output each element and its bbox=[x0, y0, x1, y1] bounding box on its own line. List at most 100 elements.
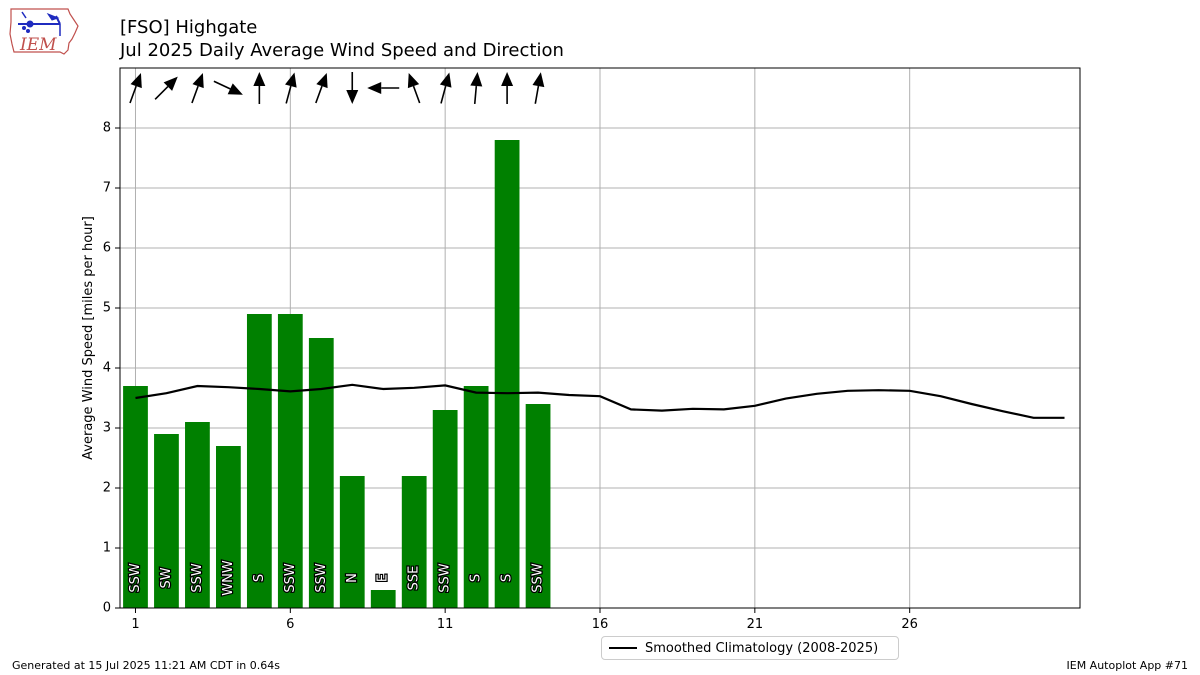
footer-generated-text: Generated at 15 Jul 2025 11:21 AM CDT in… bbox=[12, 659, 280, 672]
legend-label: Smoothed Climatology (2008-2025) bbox=[645, 640, 879, 656]
bar-day-4 bbox=[216, 446, 241, 608]
bar-day-6 bbox=[277, 314, 303, 608]
y-tick-label: 2 bbox=[103, 481, 111, 496]
wind-arrow-day-1 bbox=[129, 72, 142, 104]
direction-label-day-2: SW bbox=[159, 567, 174, 588]
iowa-outline bbox=[9, 8, 79, 55]
arrow-head bbox=[285, 72, 297, 88]
arrow-head bbox=[253, 72, 266, 86]
bar-day-2 bbox=[154, 434, 179, 608]
bar-day-5 bbox=[246, 314, 272, 608]
direction-label-day-3: SSW bbox=[190, 563, 205, 593]
arrow-head bbox=[501, 72, 514, 86]
direction-label-day-5: S bbox=[252, 574, 267, 582]
x-tick-label: 1 bbox=[131, 617, 139, 632]
y-axis-label: Average Wind Speed [miles per hour] bbox=[81, 216, 96, 460]
direction-label-day-14: SSW bbox=[531, 563, 546, 593]
wind-arrow-day-4 bbox=[213, 80, 243, 95]
logo-text: IEM bbox=[19, 35, 57, 55]
x-tick-label: 16 bbox=[592, 617, 609, 632]
wind-arrow-day-5 bbox=[253, 72, 266, 104]
x-tick-label: 6 bbox=[286, 617, 294, 632]
direction-label-day-8: N bbox=[345, 573, 360, 583]
arrow-head bbox=[532, 72, 545, 88]
bar-day-7 bbox=[308, 338, 334, 608]
direction-labels: SSW SW SSW WNW S SSW SSW N E SSE SSW S S SSW bbox=[127, 559, 547, 597]
arrow-shaft bbox=[440, 85, 447, 104]
direction-arrows bbox=[129, 72, 545, 105]
direction-label-day-7: SSW bbox=[314, 563, 329, 593]
wind-arrow-day-11 bbox=[439, 72, 452, 104]
y-tick-label: 1 bbox=[103, 541, 111, 556]
bar-day-13 bbox=[494, 140, 520, 608]
footer-app-label: IEM Autoplot App #71 bbox=[1066, 659, 1189, 672]
chart-title-station: [FSO] Highgate bbox=[120, 17, 258, 38]
arrow-shaft bbox=[154, 86, 169, 100]
x-tick-label: 26 bbox=[901, 617, 918, 632]
arrow-shaft bbox=[412, 85, 421, 104]
y-tick-label: 5 bbox=[103, 301, 111, 316]
bar-day-11 bbox=[432, 410, 458, 608]
direction-label-day-9: E bbox=[376, 574, 391, 582]
x-tick-label: 21 bbox=[747, 617, 764, 632]
arrow-head bbox=[316, 72, 328, 89]
bar-day-8 bbox=[339, 476, 365, 608]
wind-arrow-day-14 bbox=[532, 72, 545, 104]
arrow-head bbox=[439, 72, 452, 88]
direction-label-day-4: WNW bbox=[221, 560, 236, 596]
bar-day-3 bbox=[185, 422, 210, 608]
chart-title: Jul 2025 Daily Average Wind Speed and Di… bbox=[120, 40, 564, 61]
y-tick-label: 4 bbox=[103, 361, 111, 376]
y-tick-label: 3 bbox=[103, 421, 111, 436]
arrow-head bbox=[192, 72, 204, 89]
wind-arrow-day-12 bbox=[470, 72, 483, 105]
arrow-shaft bbox=[315, 85, 323, 104]
direction-label-day-13: S bbox=[500, 574, 515, 582]
bar-day-9 bbox=[370, 590, 396, 608]
y-tick-label: 6 bbox=[103, 241, 111, 256]
arrow-shaft bbox=[534, 85, 540, 104]
y-tick-label: 8 bbox=[103, 121, 111, 136]
weather-station-icon bbox=[18, 11, 61, 36]
wind-arrow-day-8 bbox=[346, 72, 359, 104]
direction-label-day-6: SSW bbox=[283, 563, 298, 593]
wind-arrow-day-13 bbox=[501, 72, 514, 104]
direction-label-day-1: SSW bbox=[128, 563, 143, 593]
arrow-head bbox=[163, 76, 178, 91]
arrow-head bbox=[346, 90, 359, 104]
wind-arrow-day-9 bbox=[367, 82, 400, 94]
arrow-head bbox=[130, 72, 142, 89]
arrow-shaft bbox=[191, 85, 199, 104]
arrow-head bbox=[367, 82, 382, 94]
y-tick-label: 0 bbox=[103, 601, 111, 616]
arrow-head bbox=[407, 72, 420, 89]
x-tick-label: 11 bbox=[437, 617, 454, 632]
wind-arrow-day-2 bbox=[154, 76, 178, 100]
direction-label-day-12: S bbox=[469, 574, 484, 582]
arrow-shaft bbox=[129, 85, 137, 104]
bar-day-1 bbox=[123, 386, 148, 608]
bar-day-10 bbox=[401, 476, 427, 608]
climatology-line-group bbox=[135, 383, 1065, 419]
arrow-head bbox=[227, 83, 243, 95]
bar-day-14 bbox=[525, 404, 551, 608]
iem-logo: IEM bbox=[9, 8, 79, 55]
climatology-line bbox=[135, 383, 1065, 419]
legend-line-swatch bbox=[609, 647, 637, 649]
arrow-shaft bbox=[473, 85, 478, 105]
bars bbox=[123, 140, 551, 608]
direction-label-day-11: SSW bbox=[438, 563, 453, 593]
direction-label-day-10: SSE bbox=[407, 566, 422, 591]
y-tick-label: 7 bbox=[103, 181, 111, 196]
wind-arrow-day-3 bbox=[191, 72, 204, 104]
wind-arrow-day-10 bbox=[407, 72, 421, 104]
wind-arrow-day-6 bbox=[285, 72, 297, 104]
arrow-shaft bbox=[285, 85, 292, 104]
arrow-head bbox=[470, 72, 483, 87]
legend: Smoothed Climatology (2008-2025) bbox=[601, 636, 899, 660]
arrow-shaft bbox=[213, 80, 231, 90]
bar-day-12 bbox=[463, 386, 489, 608]
wind-arrow-day-7 bbox=[315, 72, 328, 104]
